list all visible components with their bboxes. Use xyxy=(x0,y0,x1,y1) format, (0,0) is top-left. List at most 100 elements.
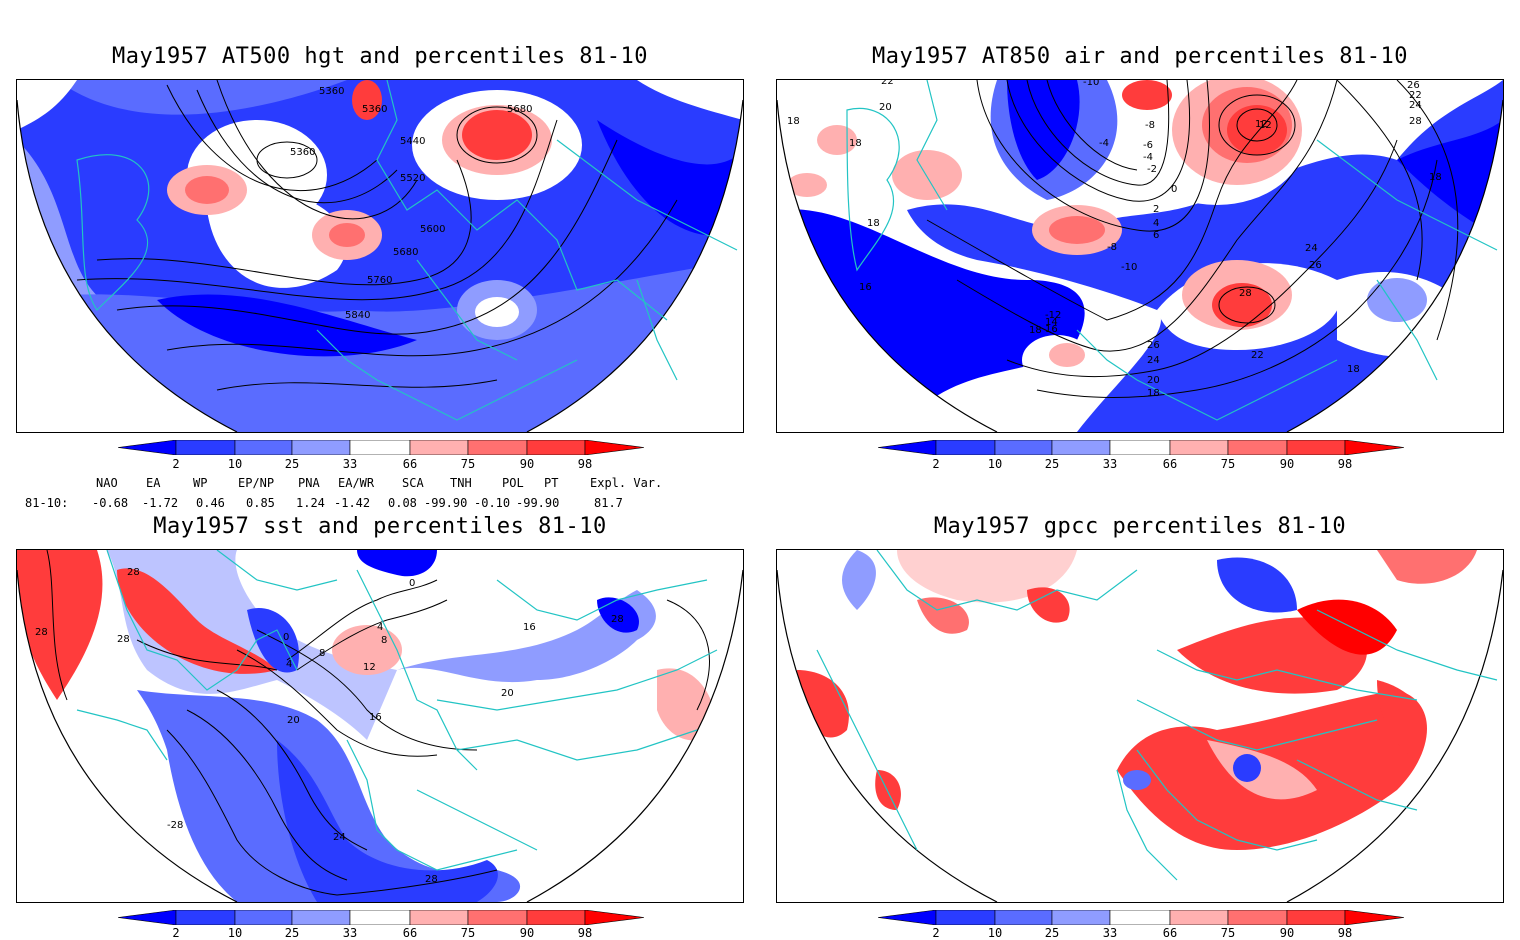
contour-label: 20 xyxy=(1147,375,1160,386)
colorbar-tick: 66 xyxy=(402,926,418,940)
colorbar-ticks-bottom-right: 2 10 25 33 66 75 90 98 xyxy=(878,926,1404,940)
colorbar-tick: 90 xyxy=(519,926,535,940)
contour-label: 28 xyxy=(611,614,624,625)
colorbar-tick: 90 xyxy=(1279,926,1295,940)
colorbar-swatch xyxy=(467,439,528,456)
colorbar-bottom-left xyxy=(117,909,645,926)
contour-label: 20 xyxy=(501,688,514,699)
colorbar-swatch xyxy=(1227,909,1288,926)
contour-label: 5680 xyxy=(393,247,418,258)
contour-label: 8 xyxy=(319,648,325,659)
contour-label: 18 xyxy=(1147,388,1160,399)
colorbar-swatch xyxy=(409,909,469,926)
colorbar-swatch xyxy=(234,439,293,456)
panel-title-gpcc: May1957 gpcc percentiles 81-10 xyxy=(933,514,1347,539)
panel-title-air850: May1957 AT850 air and percentiles 81-10 xyxy=(871,44,1409,69)
colorbar-tick: 66 xyxy=(402,457,418,471)
colorbar-tick: 33 xyxy=(342,926,358,940)
colorbar-swatches xyxy=(877,909,1405,926)
index-value: -99.90 xyxy=(516,496,560,510)
contour-label: -6 xyxy=(1143,140,1153,151)
colorbar-swatch xyxy=(1109,909,1171,926)
colorbar-swatch xyxy=(1286,439,1346,456)
contour-label: -4 xyxy=(1143,152,1153,163)
contour-label: 20 xyxy=(879,102,892,113)
map-sst: 28 28 28 0 4 8 0 4 8 12 16 20 24 28 -28 … xyxy=(16,549,744,903)
colorbar-ticks-top-right: 2 10 25 33 66 75 90 98 xyxy=(878,457,1404,471)
colorbar-swatch xyxy=(234,909,293,926)
colorbar-tick: 25 xyxy=(284,457,300,471)
colorbar-tick: 75 xyxy=(460,926,476,940)
colorbar-swatch xyxy=(117,439,177,456)
colorbar-swatch xyxy=(1344,439,1405,456)
contour-label: 0 xyxy=(409,578,415,589)
index-value: 1.24 xyxy=(296,496,325,510)
contour-label: 12 xyxy=(1255,119,1268,130)
colorbar-tick: 98 xyxy=(1337,926,1353,940)
colorbar-swatch xyxy=(349,439,411,456)
contour-label: -28 xyxy=(167,820,183,831)
contour-label: 4 xyxy=(377,622,383,633)
colorbar-swatch xyxy=(526,909,586,926)
index-value: -0.10 xyxy=(474,496,511,510)
index-value: 0.85 xyxy=(246,496,275,510)
contour-label: -10 xyxy=(1121,262,1137,273)
index-header: PT xyxy=(544,476,559,490)
contour-label: 12 xyxy=(1259,120,1272,131)
contour-label: -4 xyxy=(1099,138,1109,149)
contour-label: 16 xyxy=(1045,324,1058,335)
contour-label: 18 xyxy=(1429,172,1442,183)
contour-label: 20 xyxy=(287,715,300,726)
colorbar-swatch xyxy=(1169,909,1229,926)
index-header: PNA xyxy=(298,476,320,490)
colorbar-swatch xyxy=(409,439,469,456)
colorbar-swatches xyxy=(117,909,645,926)
contour-label: 16 xyxy=(859,282,872,293)
contour-label: 22 xyxy=(1409,90,1422,101)
contour-label: -12 xyxy=(1045,310,1061,321)
index-value: 0.46 xyxy=(196,496,225,510)
contour-label: 16 xyxy=(369,712,382,723)
colorbar-top-right xyxy=(877,439,1405,456)
contour-label: 2 xyxy=(1153,204,1159,215)
index-value: 0.08 xyxy=(388,496,417,510)
colorbar-swatch xyxy=(935,909,996,926)
contour-label: 26 xyxy=(1309,260,1322,271)
colorbar-tick: 75 xyxy=(1220,926,1236,940)
colorbar-swatch xyxy=(117,909,177,926)
colorbar-swatch xyxy=(1109,439,1171,456)
colorbar-swatches xyxy=(117,439,645,456)
colorbar-swatch xyxy=(877,439,937,456)
colorbar-swatches xyxy=(877,439,1405,456)
index-header: EA xyxy=(146,476,161,490)
contour-label: 5600 xyxy=(420,224,445,235)
index-header: Expl. Var. xyxy=(590,476,663,490)
contour-label: 5760 xyxy=(367,275,392,286)
index-value: -99.90 xyxy=(424,496,468,510)
index-header: EP/NP xyxy=(238,476,275,490)
colorbar-tick: 98 xyxy=(577,457,593,471)
colorbar-tick: 2 xyxy=(932,457,940,471)
teleconnection-index-table: NAO EA WP EP/NP PNA EA/WR SCA TNH POL PT… xyxy=(0,474,760,514)
contour-label: 6 xyxy=(1153,230,1159,241)
contour-label: 24 xyxy=(1147,355,1160,366)
contour-label: 26 xyxy=(1147,340,1160,351)
index-header: TNH xyxy=(450,476,472,490)
panel-title-sst: May1957 sst and percentiles 81-10 xyxy=(153,514,607,539)
colorbar-swatch xyxy=(1051,439,1111,456)
colorbar-tick: 25 xyxy=(284,926,300,940)
colorbar-tick: 75 xyxy=(1220,457,1236,471)
contour-label: 5360 xyxy=(319,86,344,97)
contour-label: 18 xyxy=(849,138,862,149)
colorbar-tick: 66 xyxy=(1162,457,1178,471)
contour-label: 18 xyxy=(867,218,880,229)
contour-label: 5360 xyxy=(362,104,387,115)
colorbar-swatch xyxy=(291,439,351,456)
colorbar-swatch xyxy=(1169,439,1229,456)
contour-label: 0 xyxy=(283,632,289,643)
colorbar-swatch xyxy=(291,909,351,926)
colorbar-ticks-bottom-left: 2 10 25 33 66 75 90 98 xyxy=(118,926,644,940)
index-value: -0.68 xyxy=(92,496,129,510)
contour-label: 18 xyxy=(1029,325,1042,336)
index-header: WP xyxy=(193,476,208,490)
